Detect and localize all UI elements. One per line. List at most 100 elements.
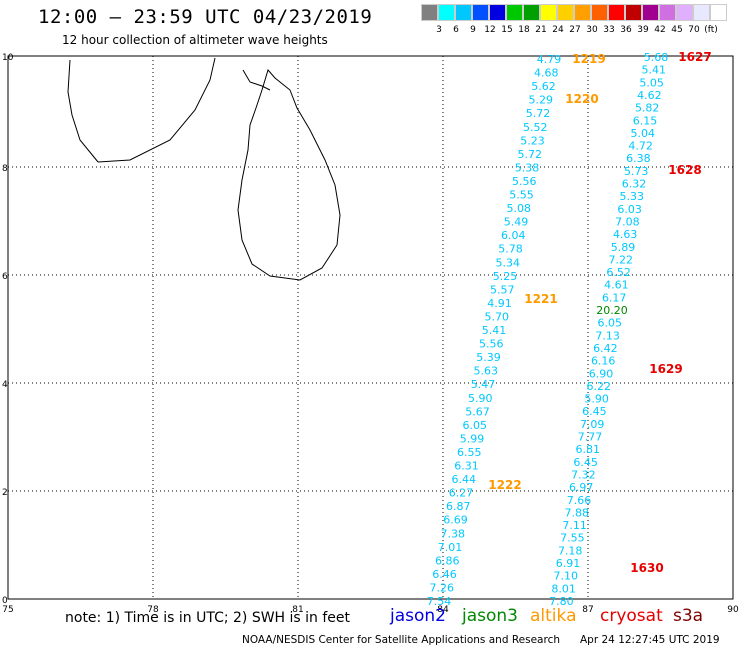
swh-value: 6.69: [443, 514, 468, 527]
swh-value: 7.13: [595, 329, 620, 342]
legend-s3a: s3a: [673, 606, 704, 626]
swh-value: 6.46: [432, 568, 457, 581]
legend-label: 70: [688, 25, 700, 35]
swh-value: 7.18: [558, 544, 583, 557]
swh-value: 6.15: [633, 114, 658, 127]
swh-value: 5.63: [474, 365, 499, 378]
legend-swatch: [608, 4, 625, 21]
swh-value: 5.29: [529, 94, 554, 107]
swh-value: 8.01: [551, 582, 576, 595]
pass-time-label: 1627: [678, 50, 711, 64]
legend-label: 27: [569, 25, 581, 35]
legend-label: 18: [518, 25, 530, 35]
swh-value: 5.72: [526, 107, 551, 120]
altika-track-values: 4.794.685.625.295.725.525.235.725.385.56…: [427, 52, 606, 608]
legend-swatch: [455, 4, 472, 21]
swh-value: 5.73: [624, 165, 649, 178]
swh-value: 6.87: [446, 500, 471, 513]
swh-value: 5.39: [476, 351, 501, 364]
swh-value: 4.72: [628, 140, 653, 153]
swh-value: 5.55: [509, 189, 534, 202]
swh-value: 7.11: [562, 519, 587, 532]
legend-altika: altika: [530, 606, 577, 626]
pass-time-label: 1220: [565, 92, 598, 106]
swh-value: 6.03: [617, 203, 642, 216]
swh-value: 5.82: [635, 102, 660, 115]
y-tick-label: 4: [2, 380, 8, 390]
map-frame: [7, 55, 734, 600]
x-tick-label: 75: [2, 605, 13, 615]
swh-value: 6.45: [573, 456, 598, 469]
swh-value: 6.31: [454, 460, 479, 473]
swh-value: 7.26: [430, 581, 455, 594]
legend-label: 3: [436, 25, 442, 35]
y-tick-label: 6: [2, 272, 8, 282]
legend-label: 6: [453, 25, 459, 35]
swh-value: 5.33: [620, 190, 645, 203]
swh-value: 6.45: [582, 405, 607, 418]
swh-value: 7.88: [565, 506, 590, 519]
swh-value: 6.04: [501, 229, 526, 242]
legend-swatch: [676, 4, 693, 21]
swh-value: 5.56: [512, 175, 537, 188]
swh-value: 5.70: [485, 310, 510, 323]
legend-label: 30: [586, 25, 598, 35]
swh-value: 7.22: [609, 253, 634, 266]
swh-value: 20.20: [596, 304, 628, 317]
swh-value: 5.67: [465, 405, 490, 418]
legend-label: 42: [654, 25, 666, 35]
y-tick-label: 10: [2, 53, 14, 63]
sri-lanka-coastline: [67, 57, 341, 281]
legend-swatch: [523, 4, 540, 21]
axis-tick-labels: 75 78 81 84 87 90 0 2 4 6 8 10: [2, 53, 739, 615]
swh-value: 6.27: [449, 487, 474, 500]
legend-swatch: [438, 4, 455, 21]
swh-value: 7.01: [438, 541, 463, 554]
x-tick-label: 90: [727, 605, 739, 615]
pass-time-label: 1219: [572, 52, 605, 66]
legend-swatch: [642, 4, 659, 21]
legend-swatch: [591, 4, 608, 21]
swh-value: 6.52: [606, 266, 631, 279]
x-tick-label: 84: [437, 605, 449, 615]
swh-value: 4.62: [637, 89, 662, 102]
swh-value: 6.32: [622, 178, 647, 191]
pass-time-label: 1628: [668, 163, 701, 177]
legend-swatch: [489, 4, 506, 21]
swh-value: 6.81: [576, 443, 601, 456]
footnote: note: 1) Time is in UTC; 2) SWH is in fe…: [65, 610, 351, 626]
swh-value: 5.52: [523, 121, 548, 134]
swh-value: 5.38: [515, 161, 540, 174]
swh-value: 6.86: [435, 554, 460, 567]
swh-value: 5.08: [507, 202, 532, 215]
map-grid: [8, 56, 733, 599]
legend-swatch: [625, 4, 642, 21]
y-tick-label: 0: [2, 596, 8, 606]
legend-jason3: jason3: [462, 606, 518, 626]
swh-value: 5.72: [518, 148, 543, 161]
swh-value: 5.89: [611, 241, 636, 254]
swh-value: 6.44: [452, 473, 477, 486]
swh-value: 6.38: [626, 152, 651, 165]
swh-value: 6.05: [463, 419, 488, 432]
swh-value: 6.16: [591, 355, 616, 368]
x-tick-label: 81: [292, 605, 303, 615]
legend-label: 36: [620, 25, 632, 35]
legend-label: 45: [671, 25, 683, 35]
legend-label: 15: [501, 25, 513, 35]
swh-value: 5.56: [479, 338, 504, 351]
swh-value: 7.55: [560, 532, 585, 545]
swh-value: 6.42: [593, 342, 618, 355]
generated-timestamp: Apr 24 12:27:45 UTC 2019: [580, 634, 720, 646]
legend-swatch: [540, 4, 557, 21]
swh-value: 4.61: [604, 279, 629, 292]
swh-value: 7.32: [571, 468, 596, 481]
swh-value: 5.49: [504, 216, 529, 229]
legend-swatch: [693, 4, 710, 21]
swh-value: 7.10: [554, 570, 579, 583]
pass-time-label: 1222: [488, 478, 521, 492]
legend-swatch: [710, 4, 727, 21]
credit-line: NOAA/NESDIS Center for Satellite Applica…: [242, 634, 560, 646]
page-subtitle: 12 hour collection of altimeter wave hei…: [62, 33, 328, 47]
